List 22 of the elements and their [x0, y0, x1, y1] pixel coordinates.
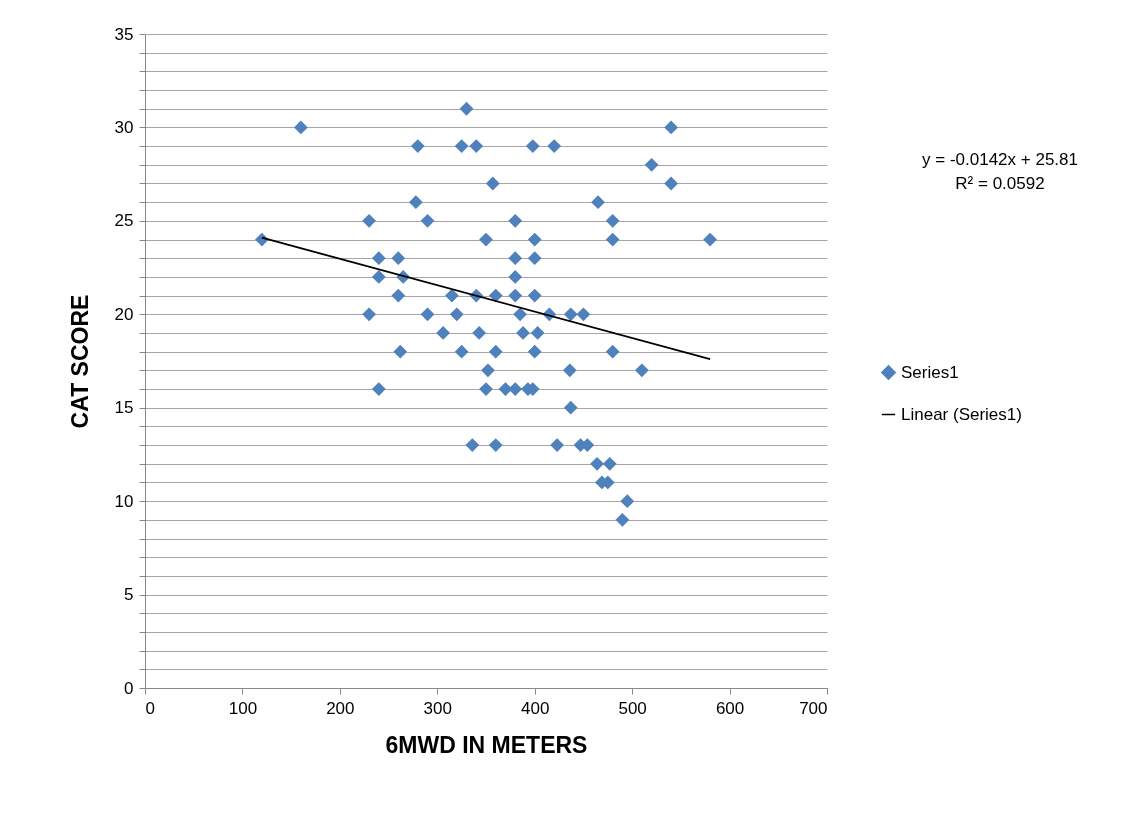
- text: R² = 0.0592: [954, 173, 1046, 195]
- x-tick-label: 300: [423, 698, 452, 718]
- y-tick-label: 5: [124, 585, 134, 605]
- y-tick-label: 20: [114, 304, 134, 324]
- y-tick-label: 25: [114, 211, 134, 231]
- x-tick-label: 100: [228, 698, 258, 718]
- y-tick-label: 30: [114, 117, 134, 137]
- x-tick-label: 700: [799, 698, 828, 718]
- x-tick-label: 400: [521, 698, 550, 718]
- legend-label: Series1: [901, 362, 959, 382]
- x-tick-label: 0: [145, 698, 155, 718]
- y-axis-title: CAT SCORE: [66, 294, 93, 429]
- x-tick-label: 600: [715, 698, 745, 718]
- legend-label: Linear (Series1): [901, 404, 1022, 424]
- x-axis-title: 6MWD IN METERS: [385, 731, 588, 758]
- y-tick-label: 35: [114, 24, 134, 44]
- y-tick-label: 10: [114, 491, 134, 511]
- y-tick-label: 0: [124, 678, 134, 698]
- text: y = -0.0142x + 25.81: [921, 149, 1079, 171]
- y-tick-label: 15: [114, 398, 134, 418]
- x-tick-label: 200: [326, 698, 355, 718]
- x-tick-label: 500: [618, 698, 647, 718]
